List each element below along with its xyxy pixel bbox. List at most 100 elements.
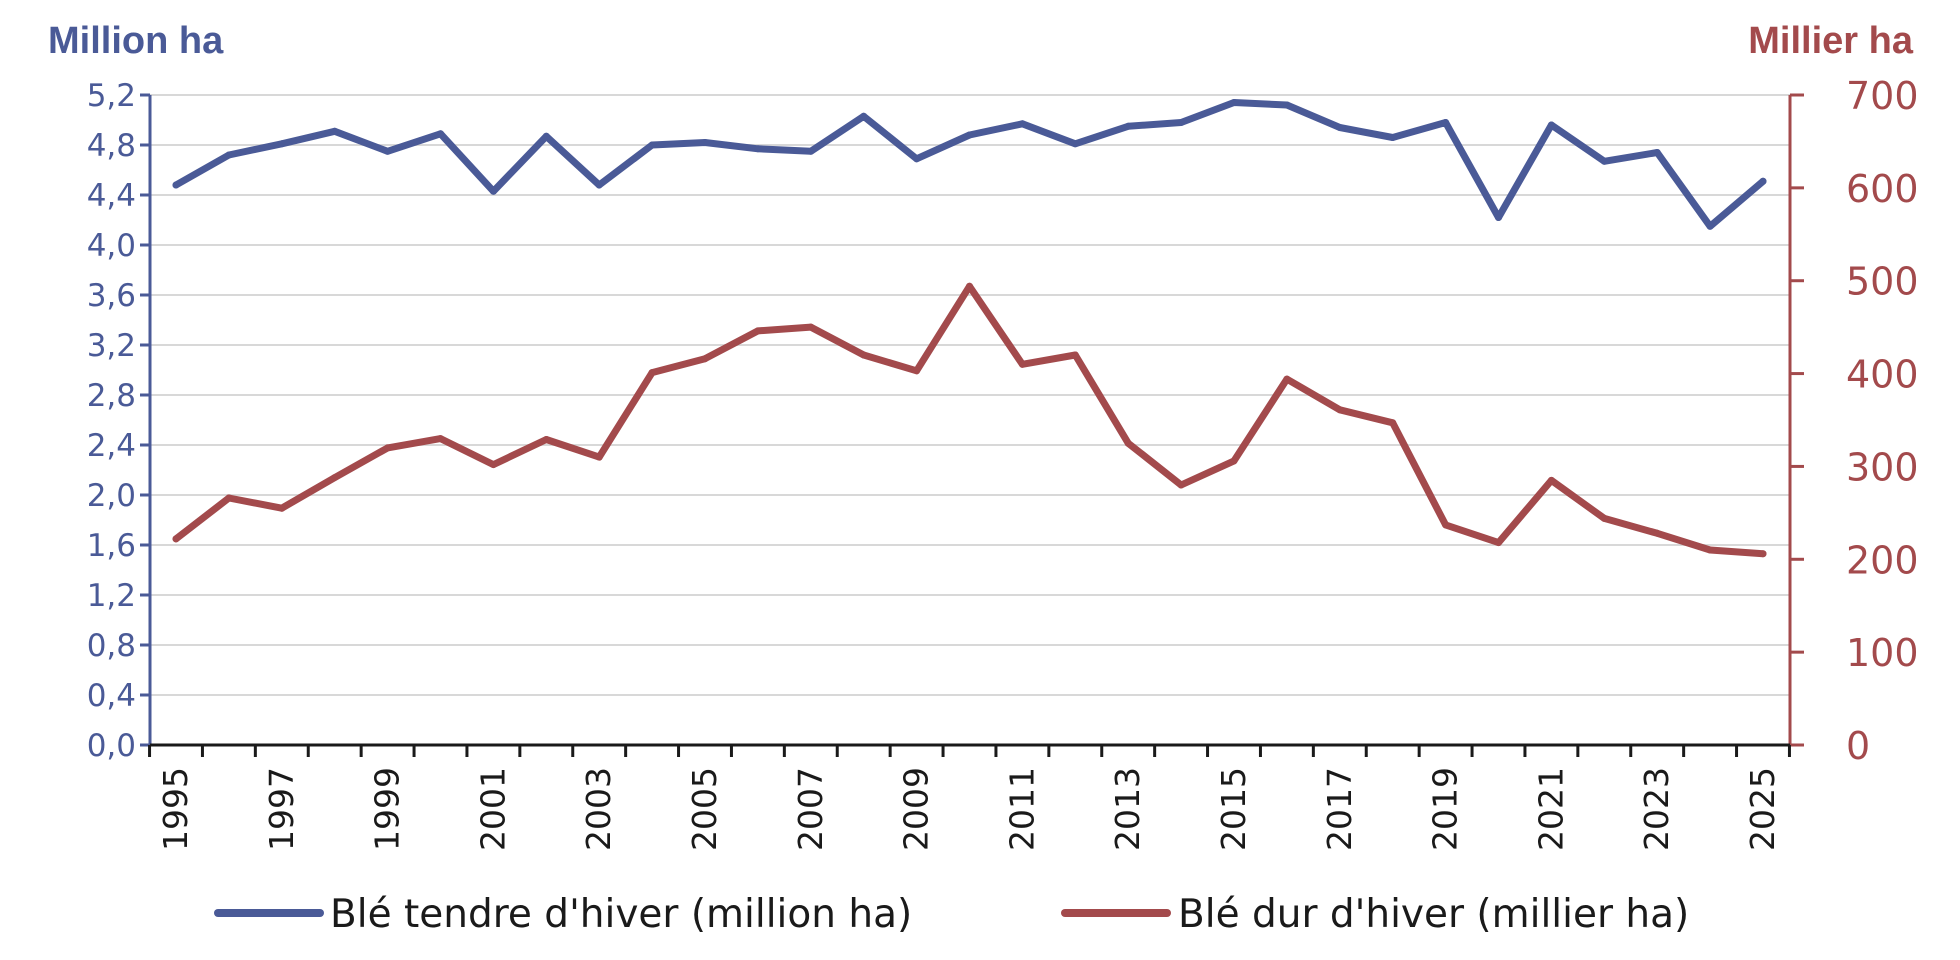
x-axis-tick-label: 1997 (262, 767, 301, 851)
x-axis-tick-label: 2005 (685, 767, 724, 851)
x-axis-tick-label: 2015 (1214, 767, 1253, 851)
series-layer (172, 99, 1767, 558)
x-axis-tick-label: 2003 (579, 767, 618, 851)
x-axis: 1995 1997 1999 2001 2003 2005 2007 2009 2011 2013… (148, 743, 1791, 851)
data-point (384, 444, 392, 452)
data-point (489, 461, 497, 469)
data-point (1442, 521, 1450, 529)
data-point (172, 535, 180, 543)
data-point (1495, 539, 1502, 547)
data-point (966, 282, 973, 290)
data-point (542, 132, 550, 140)
right-axis-title: Millier ha (1748, 20, 1914, 62)
data-point (225, 494, 233, 502)
legend-label-ble-tendre: Blé tendre d'hiver (million ha) (330, 892, 912, 937)
data-point (384, 147, 392, 155)
left-axis-tick-label: 4,8 (87, 128, 136, 164)
data-point (913, 367, 921, 375)
data-point (1336, 124, 1344, 131)
legend: Blé tendre d'hiver (million ha) Blé dur … (214, 892, 1689, 937)
data-point (331, 127, 339, 135)
data-point (489, 187, 497, 195)
left-axis-title: Million ha (48, 20, 224, 62)
x-axis-tick-label: 2011 (1002, 767, 1041, 851)
left-axis-tick-label: 0,4 (87, 678, 136, 714)
x-axis-tick-label: 2023 (1637, 767, 1676, 851)
data-point (648, 141, 656, 149)
data-point (966, 131, 973, 139)
left-axis-tick-label: 4,0 (87, 228, 136, 264)
data-point (278, 140, 286, 148)
data-point (1389, 419, 1397, 427)
left-y-axis: 0,0 0,4 0,8 1,2 1,6 2,0 2,4 2,8 3,2 3,6 4,0 4,4 4,8 5… (87, 78, 152, 764)
data-point (860, 351, 868, 359)
data-point (1177, 119, 1185, 126)
data-point (1706, 222, 1714, 230)
x-axis-tick-label: 2019 (1426, 767, 1465, 851)
data-point (1547, 121, 1555, 129)
data-point (1653, 149, 1661, 156)
data-point (1389, 134, 1397, 141)
data-point (754, 327, 762, 335)
x-axis-tick-label: 2013 (1108, 767, 1147, 851)
right-axis-tick-label: 500 (1846, 260, 1919, 304)
right-axis-tick-label: 100 (1846, 631, 1919, 675)
data-point (225, 151, 233, 159)
data-point (331, 474, 339, 482)
left-axis-tick-label: 0,0 (87, 728, 136, 764)
x-axis-tick-label: 1995 (156, 767, 195, 851)
data-point (1071, 351, 1079, 359)
data-point (595, 453, 603, 461)
data-point (1124, 122, 1132, 130)
gridlines (150, 94, 1790, 696)
data-point (648, 369, 656, 377)
data-point (913, 155, 921, 163)
data-point (437, 130, 444, 138)
data-point (860, 112, 868, 120)
data-point (807, 147, 815, 155)
right-axis-tick-label: 700 (1846, 74, 1919, 118)
left-axis-tick-label: 0,8 (87, 628, 136, 664)
x-axis-tick-label: 2007 (791, 767, 830, 851)
left-axis-tick-label: 2,0 (87, 478, 136, 514)
legend-label-ble-dur: Blé dur d'hiver (millier ha) (1178, 892, 1689, 937)
data-point (1706, 546, 1714, 554)
left-axis-tick-label: 2,4 (87, 428, 136, 464)
left-axis-tick-label: 4,4 (87, 178, 136, 214)
data-point (807, 323, 815, 331)
data-point (437, 435, 444, 443)
data-point (1124, 439, 1132, 447)
data-point (278, 504, 286, 512)
right-axis-tick-label: 400 (1846, 353, 1919, 397)
x-axis-tick-label: 1999 (368, 767, 407, 851)
data-point (701, 355, 709, 363)
data-point (1759, 177, 1767, 185)
left-axis-tick-label: 5,2 (87, 78, 136, 114)
left-axis-tick-label: 2,8 (87, 378, 136, 414)
data-point (1230, 457, 1238, 465)
data-point (1653, 529, 1661, 537)
data-point (1177, 481, 1185, 489)
right-axis-tick-label: 300 (1846, 445, 1919, 489)
data-point (1600, 514, 1608, 522)
x-axis-tick-label: 2025 (1743, 767, 1782, 851)
x-axis-tick-label: 2001 (473, 767, 512, 851)
right-axis-tick-label: 600 (1846, 167, 1919, 211)
data-point (1495, 214, 1502, 221)
data-point (1283, 375, 1291, 383)
data-point (1018, 120, 1026, 128)
x-axis-tick-label: 2009 (897, 767, 936, 851)
data-point (1600, 157, 1608, 165)
data-point (1018, 360, 1026, 368)
right-axis-tick-label: 0 (1846, 724, 1870, 768)
data-point (754, 145, 762, 153)
data-point (1442, 119, 1450, 126)
data-point (1071, 140, 1079, 148)
x-axis-tick-label: 2017 (1320, 767, 1359, 851)
data-point (701, 139, 709, 146)
left-axis-tick-label: 1,6 (87, 528, 136, 564)
data-point (172, 181, 180, 189)
right-axis-tick-label: 200 (1846, 538, 1919, 582)
x-axis-tick-label: 2021 (1531, 767, 1570, 851)
